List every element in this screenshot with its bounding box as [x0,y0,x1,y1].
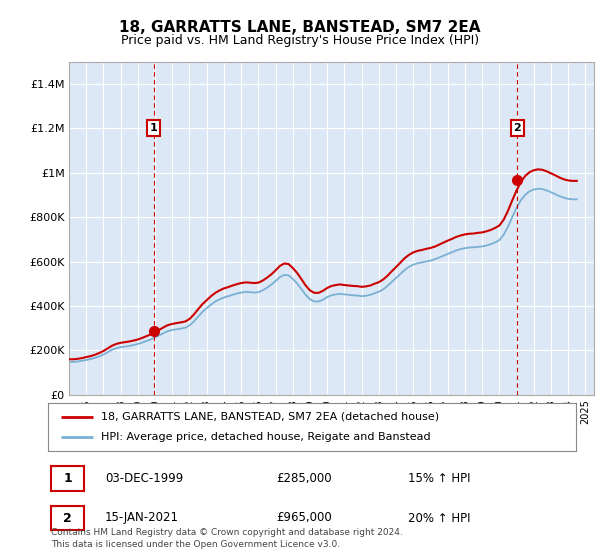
Text: Price paid vs. HM Land Registry's House Price Index (HPI): Price paid vs. HM Land Registry's House … [121,34,479,46]
Text: 15% ↑ HPI: 15% ↑ HPI [408,472,470,486]
Text: 1: 1 [150,123,158,133]
Text: 18, GARRATTS LANE, BANSTEAD, SM7 2EA (detached house): 18, GARRATTS LANE, BANSTEAD, SM7 2EA (de… [101,412,439,422]
Text: 2: 2 [63,511,72,525]
Text: Contains HM Land Registry data © Crown copyright and database right 2024.
This d: Contains HM Land Registry data © Crown c… [51,528,403,549]
Text: 18, GARRATTS LANE, BANSTEAD, SM7 2EA: 18, GARRATTS LANE, BANSTEAD, SM7 2EA [119,20,481,35]
Text: £965,000: £965,000 [276,511,332,525]
Text: 1: 1 [63,472,72,486]
Text: 20% ↑ HPI: 20% ↑ HPI [408,511,470,525]
Text: £285,000: £285,000 [276,472,332,486]
Text: 2: 2 [514,123,521,133]
Text: 03-DEC-1999: 03-DEC-1999 [105,472,183,486]
Text: 15-JAN-2021: 15-JAN-2021 [105,511,179,525]
Text: HPI: Average price, detached house, Reigate and Banstead: HPI: Average price, detached house, Reig… [101,432,430,442]
